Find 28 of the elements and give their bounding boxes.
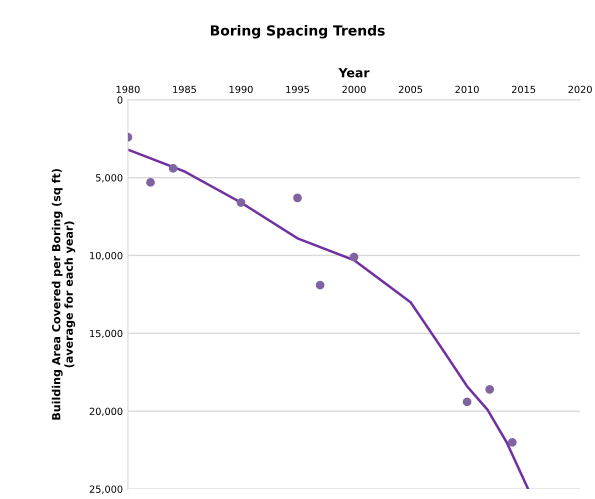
x-tick-label: 1990 [230, 86, 253, 94]
x-tick-label: 2010 [455, 86, 479, 94]
x-tick-label: 2005 [398, 86, 422, 94]
x-tick-label: 1980 [116, 86, 140, 94]
point [146, 178, 155, 187]
point [293, 194, 302, 202]
x-tick-label: 2000 [342, 86, 366, 94]
x-tick-label: 1985 [173, 86, 196, 94]
point [236, 198, 246, 207]
y-tick-label: 0 [118, 96, 122, 104]
point [168, 164, 178, 173]
y-tick-label: 20,000 [90, 408, 122, 416]
point [485, 385, 494, 394]
y-tick-label: 10,000 [90, 252, 122, 260]
y-tick-label: 25,000 [90, 486, 122, 494]
chart-title: Boring Spacing Trends [210, 24, 385, 38]
point [350, 252, 358, 262]
x-tick-label: 2015 [512, 86, 536, 94]
y-tick-label: 15,000 [90, 330, 122, 338]
point [462, 397, 472, 406]
point [508, 438, 517, 447]
y-tick-label: 5,000 [96, 174, 122, 182]
point [316, 280, 324, 290]
y-axis-title: Building Area Covered per Boring (sq ft) (average for each year) [52, 169, 76, 420]
line-series [128, 148, 530, 490]
x-tick-label: 2020 [568, 86, 592, 94]
x-tick-label: 1995 [286, 86, 310, 94]
x-axis-title: Year [338, 68, 370, 78]
